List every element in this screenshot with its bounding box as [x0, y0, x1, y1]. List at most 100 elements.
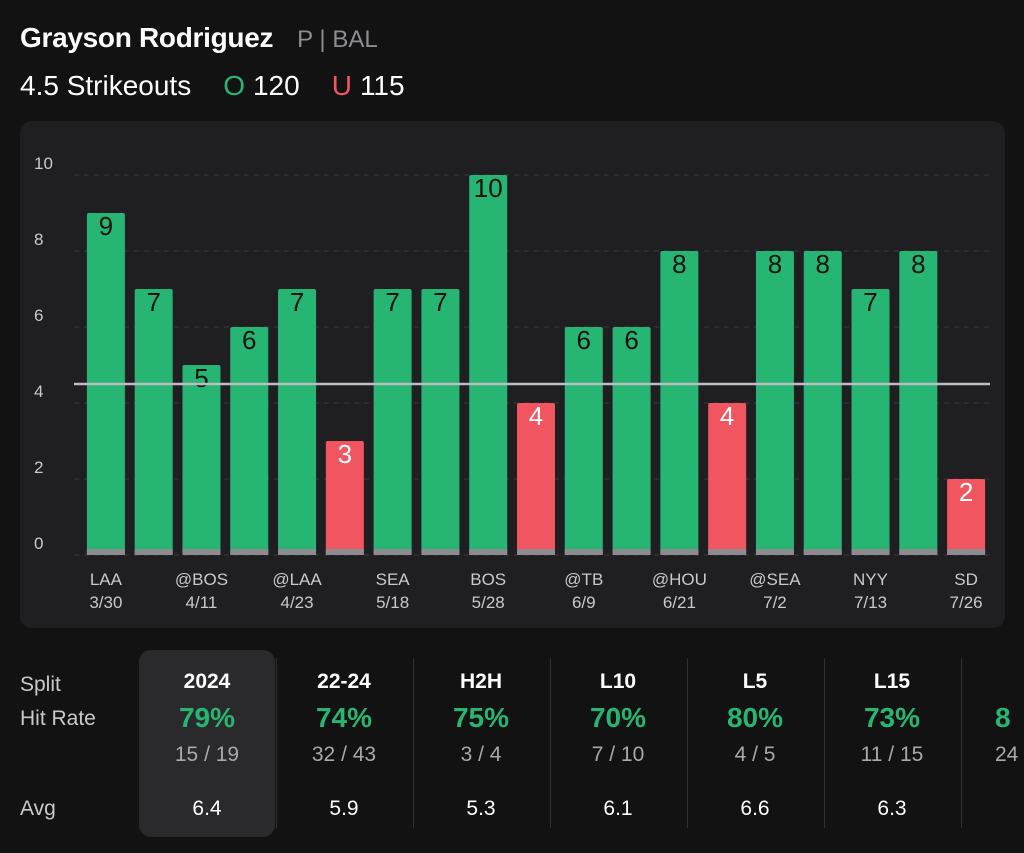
bar[interactable] [469, 175, 508, 555]
header: Grayson Rodriguez P | BAL 4.5 Strikeouts… [20, 22, 405, 102]
bar[interactable] [373, 289, 412, 555]
y-tick-label: 10 [34, 154, 53, 173]
x-tick-opponent: NYY [853, 570, 888, 589]
bar-base [708, 549, 747, 555]
split-row-labels: Split Hit Rate Avg [20, 650, 140, 850]
bar-base [421, 549, 460, 555]
bar[interactable] [325, 441, 364, 555]
over-odds-value: 120 [252, 70, 300, 101]
split-frac: 15 / 19 [174, 743, 240, 766]
y-tick-label: 2 [34, 458, 43, 477]
bar[interactable] [947, 479, 986, 555]
bar-base [851, 549, 890, 555]
bar-value-label: 9 [99, 211, 113, 241]
bar-value-label: 5 [194, 363, 208, 393]
bar[interactable] [278, 289, 317, 555]
x-tick-date: 6/9 [572, 593, 596, 612]
bar-base [278, 549, 317, 555]
bar-base [612, 549, 651, 555]
x-tick-date: 5/18 [376, 593, 409, 612]
split-column[interactable]: 8 24 [961, 650, 1024, 837]
x-tick-opponent: SD [954, 570, 978, 589]
split-label: L15 [873, 670, 911, 693]
y-tick-label: 6 [34, 306, 43, 325]
y-tick-label: 4 [34, 382, 43, 401]
bar-value-label: 8 [672, 249, 686, 279]
x-tick-opponent: @BOS [175, 570, 228, 589]
split-frac: 4 / 5 [734, 743, 776, 766]
bar[interactable] [708, 403, 747, 555]
bar[interactable] [230, 327, 269, 555]
bar-value-label: 2 [959, 477, 973, 507]
split-frac: 11 / 15 [860, 743, 924, 766]
split-column[interactable]: L15 73% 11 / 15 6.3 [824, 650, 960, 837]
bar[interactable] [612, 327, 651, 555]
bar[interactable] [564, 327, 603, 555]
bar-value-label: 3 [338, 439, 352, 469]
split-label: Split [20, 673, 61, 696]
split-label: L10 [599, 670, 637, 693]
split-rate: 74% [315, 702, 373, 733]
split-frac: 24 [995, 743, 1019, 766]
bar-base [660, 549, 699, 555]
split-label: L5 [742, 670, 768, 693]
under-odds[interactable]: U 115 [332, 70, 405, 102]
bar-base [134, 549, 173, 555]
player-meta: P | BAL [297, 26, 378, 53]
split-divider [824, 658, 825, 828]
over-tag: O [223, 70, 245, 101]
y-tick-label: 8 [34, 230, 43, 249]
x-tick-opponent: @LAA [272, 570, 322, 589]
under-tag: U [331, 70, 352, 101]
split-rate: 75% [452, 702, 510, 733]
bar-value-label: 7 [863, 287, 877, 317]
bar[interactable] [421, 289, 460, 555]
split-rate: 70% [589, 702, 647, 733]
x-tick-opponent: @HOU [652, 570, 707, 589]
x-tick-date: 6/21 [663, 593, 696, 612]
split-column[interactable]: H2H 75% 3 / 4 5.3 [413, 650, 549, 837]
bar[interactable] [755, 251, 794, 555]
bar-value-label: 7 [385, 287, 399, 317]
bar-value-label: 6 [242, 325, 256, 355]
x-tick-opponent: @TB [564, 570, 603, 589]
split-frac: 32 / 43 [311, 743, 377, 766]
player-name[interactable]: Grayson Rodriguez [20, 22, 274, 53]
prop-line: 4.5 Strikeouts [20, 70, 192, 101]
avg-label: Avg [20, 797, 56, 820]
x-tick-date: 7/26 [950, 593, 983, 612]
bar-base [373, 549, 412, 555]
x-tick-date: 7/2 [763, 593, 787, 612]
bar[interactable] [851, 289, 890, 555]
split-column[interactable]: L5 80% 4 / 5 6.6 [687, 650, 823, 837]
bar[interactable] [660, 251, 699, 555]
split-avg: 6.3 [877, 797, 907, 820]
bar-value-label: 4 [529, 401, 543, 431]
split-label: 22-24 [317, 670, 371, 693]
x-tick-date: 7/13 [854, 593, 887, 612]
split-divider [550, 658, 551, 828]
split-column[interactable]: L10 70% 7 / 10 6.1 [550, 650, 686, 837]
split-column[interactable]: 2024 79% 15 / 19 6.4 [139, 650, 275, 837]
bar[interactable] [182, 365, 221, 555]
bar-base [755, 549, 794, 555]
bar[interactable] [803, 251, 842, 555]
x-tick-date: 3/30 [89, 593, 122, 612]
bar[interactable] [517, 403, 555, 555]
split-column[interactable]: 22-24 74% 32 / 43 5.9 [276, 650, 412, 837]
bar-value-label: 8 [816, 249, 830, 279]
split-avg: 5.3 [466, 797, 496, 820]
x-tick-opponent: LAA [90, 570, 123, 589]
bar-value-label: 10 [474, 173, 503, 203]
bar-base [517, 549, 555, 555]
bar[interactable] [899, 251, 938, 555]
split-avg: 6.4 [192, 797, 222, 820]
chart-canvas: 0 2 4 6 8 10 9 LAA 3/30 7 5 @BOS 4/11 6 7 @LAA 4/23 3 7 SEA… [34, 154, 990, 612]
splits-table: Split Hit Rate Avg 2024 79% 15 / 19 6.4 22-2… [0, 650, 1024, 850]
bar[interactable] [134, 289, 173, 555]
bar-value-label: 7 [290, 287, 304, 317]
under-odds-value: 115 [359, 70, 405, 101]
y-tick-label: 0 [34, 534, 43, 553]
over-odds[interactable]: O 120 [223, 70, 300, 102]
split-rate: 79% [178, 702, 236, 733]
